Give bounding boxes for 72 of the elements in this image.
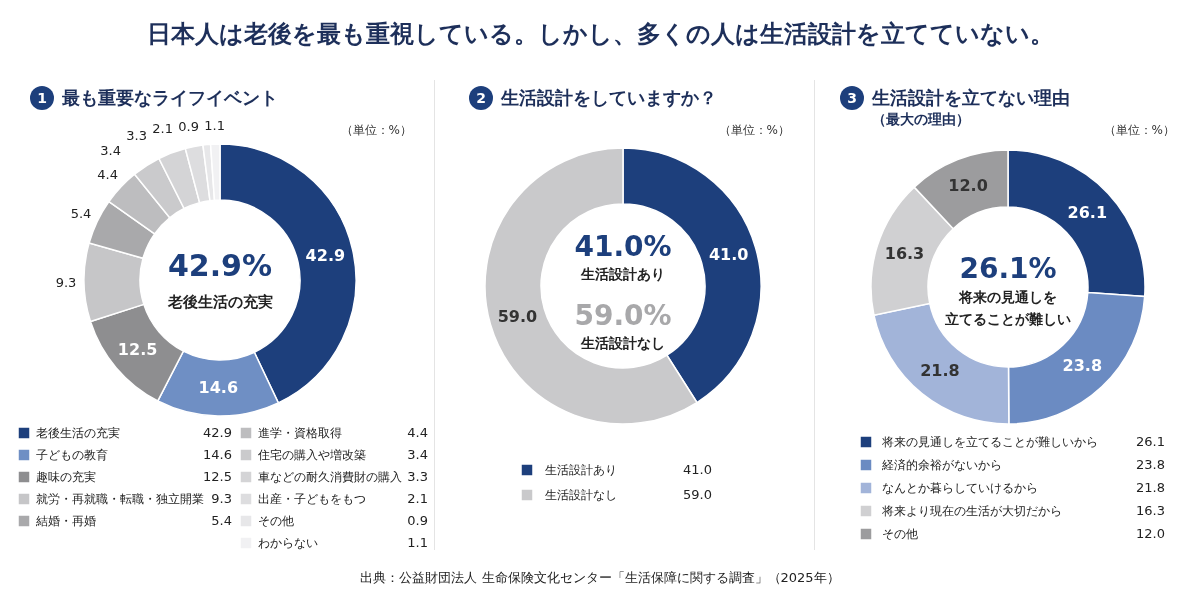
- data-label: 16.3: [884, 244, 925, 264]
- data-label: 12.5: [117, 339, 158, 359]
- data-label: 3.3: [126, 127, 148, 143]
- legend-label: その他: [882, 527, 918, 541]
- text: 14.6: [203, 447, 232, 462]
- data-label: 9.3: [55, 274, 77, 290]
- data-label: 59.0: [497, 306, 538, 326]
- data-label: 42.9: [305, 246, 346, 266]
- data-label: 0.9: [178, 118, 200, 134]
- data-label: 23.8: [1062, 356, 1103, 376]
- data-label: 41.0: [708, 245, 749, 265]
- text: 日本人は老後を最も重視している。しかし、多くの人は生活設計を立てていない。: [145, 19, 1055, 51]
- data-label: 14.6: [198, 377, 239, 397]
- chart-title: 2 生活設計をしていますか？: [475, 86, 717, 110]
- text: 9.3: [211, 491, 232, 506]
- text: 老後生活の充実: [166, 293, 273, 311]
- text: 41.0%: [574, 230, 672, 263]
- text: 42.9: [203, 425, 232, 440]
- text: （単位：%）: [1103, 123, 1175, 137]
- text: 生活設計あり: [580, 266, 665, 282]
- legend-label: 出産・子どもをもつ: [258, 492, 366, 506]
- legend-label: 将来より現在の生活が大切だから: [881, 504, 1062, 518]
- data-label: 12.0: [948, 176, 988, 196]
- text: 立てることが難しい: [944, 311, 1071, 327]
- text: （単位：%）: [718, 123, 790, 137]
- legend-label: 将来の見通しを立てることが難しいから: [881, 435, 1098, 449]
- text: 21.8: [1136, 480, 1165, 495]
- text: （単位：%）: [340, 123, 412, 137]
- data-label: 5.4: [70, 205, 92, 221]
- text: 5.4: [211, 513, 232, 528]
- legend-label: 趣味の充実: [36, 470, 96, 484]
- text: 12.5: [203, 469, 232, 484]
- chart-title: 3 生活設計を立てない理由: [846, 86, 1070, 110]
- text: 23.8: [1136, 457, 1165, 472]
- legend-label: 結婚・再婚: [35, 514, 96, 528]
- text: 42.9%: [167, 248, 273, 283]
- text: 3.3: [407, 469, 428, 484]
- legend-label: 生活設計あり: [545, 463, 617, 477]
- legend-label: 就労・再就職・転職・独立開業: [36, 492, 204, 506]
- legend-label: わからない: [258, 536, 318, 550]
- legend-label: 進学・資格取得: [258, 426, 342, 440]
- text: 59.0%: [574, 299, 672, 332]
- data-label: 3.4: [100, 142, 122, 158]
- legend-label: 生活設計なし: [545, 488, 617, 502]
- text: 4.4: [407, 425, 428, 440]
- chart-title: 1 最も重要なライフイベント: [36, 86, 278, 110]
- data-label: 21.8: [920, 361, 960, 381]
- chart-subtitle: （最大の理由）: [872, 111, 970, 127]
- legend-label: 車などの耐久消費財の購入: [258, 470, 402, 484]
- text: 3.4: [407, 447, 428, 462]
- data-label: 2.1: [152, 120, 174, 136]
- legend-label: なんとか暮らしていけるから: [882, 481, 1038, 495]
- data-label: 26.1: [1067, 202, 1108, 222]
- legend-label: 子どもの教育: [36, 448, 108, 462]
- data-label: 4.4: [97, 166, 118, 182]
- text: 41.0: [683, 462, 712, 477]
- text: 2.1: [407, 491, 428, 506]
- text: 26.1: [1136, 434, 1165, 449]
- text: 12.0: [1136, 526, 1165, 541]
- legend-label: 経済的余裕がないから: [881, 458, 1002, 472]
- source-note: 出典：公益財団法人 生命保険文化センター「生活保障に関する調査」（2025年）: [359, 568, 841, 587]
- text: 1.1: [407, 535, 428, 550]
- legend-label: 住宅の購入や増改築: [257, 448, 366, 462]
- text: 将来の見通しを: [958, 289, 1057, 305]
- text: 59.0: [683, 487, 712, 502]
- text: 0.9: [407, 513, 428, 528]
- text: 生活設計なし: [580, 335, 665, 351]
- legend-label: 老後生活の充実: [36, 426, 120, 440]
- text: 26.1%: [959, 252, 1057, 285]
- legend-label: その他: [258, 514, 294, 528]
- text: 16.3: [1136, 503, 1165, 518]
- data-label: 1.1: [204, 118, 226, 134]
